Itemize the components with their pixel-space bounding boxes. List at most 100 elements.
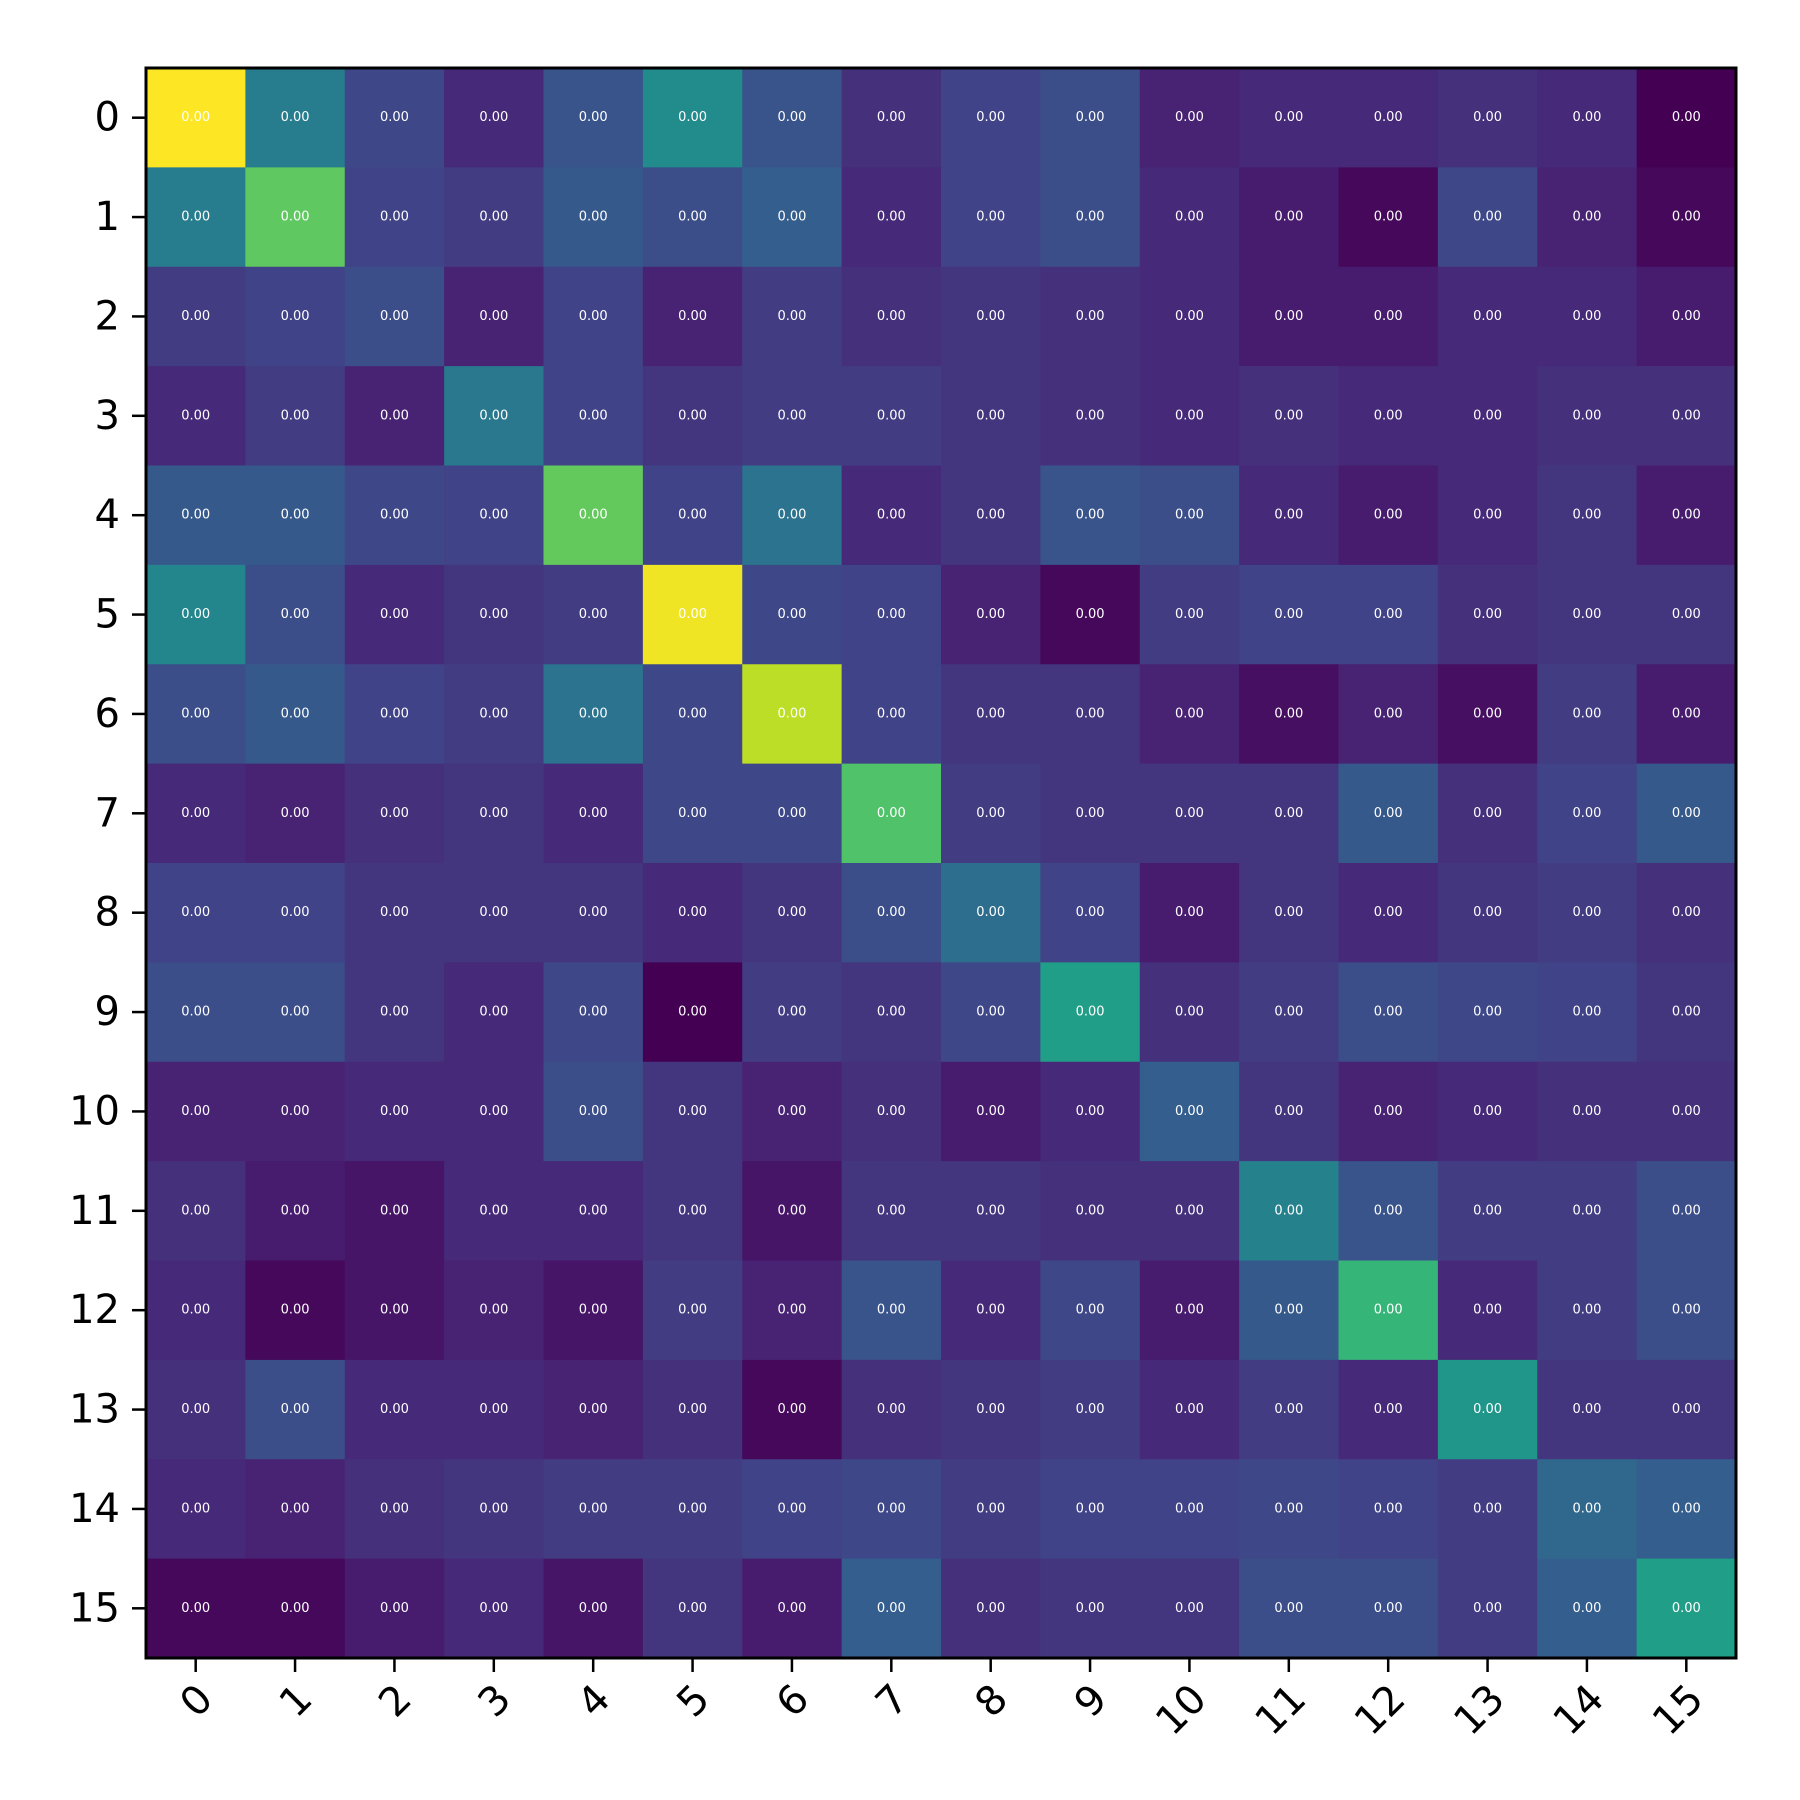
heatmap-cell-r5-c0 [146,564,246,665]
cell-value-label-r15-c13: 0.00 [1473,1601,1502,1616]
cell-value-label-r13-c8: 0.00 [976,1402,1005,1417]
cell-value-label-r0-c13: 0.00 [1473,110,1502,125]
cell-value-label-r2-c0: 0.00 [181,309,210,324]
cell-value-label-r6-c15: 0.00 [1672,706,1701,721]
heatmap-cell-r7-c13 [1437,763,1538,864]
cell-value-label-r12-c6: 0.00 [777,1303,806,1318]
heatmap-cell-r10-c5 [642,1061,743,1162]
cell-value-label-r9-c14: 0.00 [1572,1005,1601,1020]
heatmap-cell-r1-c5 [642,167,743,268]
cell-value-label-r0-c14: 0.00 [1572,110,1601,125]
cell-value-label-r6-c5: 0.00 [678,706,707,721]
x-tick-label-6: 6 [768,1676,819,1727]
heatmap-cell-r5-c14 [1537,564,1638,665]
heatmap-cell-r9-c2 [344,962,445,1063]
heatmap-cell-r10-c8 [941,1061,1041,1162]
x-tick-label-3: 3 [470,1676,521,1727]
heatmap-cell-r14-c12 [1338,1459,1439,1560]
cell-value-label-r13-c10: 0.00 [1175,1402,1204,1417]
cell-value-label-r3-c3: 0.00 [479,408,508,423]
cell-value-label-r1-c5: 0.00 [678,210,707,225]
heatmap-cell-r6-c0 [146,664,246,765]
heatmap-cell-r10-c12 [1338,1061,1439,1162]
heatmap-cell-r12-c5 [642,1260,743,1361]
plot-frame [144,66,1738,1660]
heatmap-cell-r5-c5 [642,564,743,665]
heatmap-cell-r6-c14 [1537,664,1638,765]
x-tick-label-14: 14 [1545,1676,1614,1745]
heatmap-cell-r14-c1 [245,1459,346,1560]
heatmap-cell-r6-c6 [742,664,843,765]
heatmap-cell-r3-c4 [543,366,644,466]
heatmap-cell-r1-c1 [245,167,346,268]
cell-value-label-r5-c13: 0.00 [1473,607,1502,622]
heatmap-cell-r6-c11 [1239,664,1339,765]
heatmap-cell-r3-c15 [1636,366,1737,466]
cell-value-label-r7-c2: 0.00 [380,806,409,821]
cell-value-label-r1-c0: 0.00 [181,210,210,225]
cell-value-label-r11-c3: 0.00 [479,1203,508,1218]
heatmap-cell-r2-c7 [841,266,942,367]
x-tick-label-7: 7 [867,1676,918,1727]
y-tick-label-13: 13 [69,1387,120,1433]
cell-value-label-r7-c0: 0.00 [181,806,210,821]
cell-value-label-r1-c15: 0.00 [1672,210,1701,225]
cell-value-label-r1-c4: 0.00 [579,210,608,225]
heatmap-cell-r11-c11 [1239,1161,1339,1261]
heatmap-cell-r14-c14 [1537,1459,1638,1560]
heatmap-cell-r0-c0 [146,68,246,168]
heatmap-cell-r9-c0 [146,962,246,1063]
cell-value-label-r1-c9: 0.00 [1076,210,1105,225]
cell-value-label-r13-c9: 0.00 [1076,1402,1105,1417]
heatmap-cell-r5-c2 [344,564,445,665]
heatmap-cell-r8-c8 [941,863,1041,963]
cell-value-label-r11-c11: 0.00 [1274,1203,1303,1218]
cell-value-label-r14-c12: 0.00 [1374,1501,1403,1516]
x-tick-label-15: 15 [1644,1676,1713,1745]
cell-value-label-r0-c15: 0.00 [1672,110,1701,125]
cell-value-label-r8-c15: 0.00 [1672,905,1701,920]
cell-value-label-r0-c12: 0.00 [1374,110,1403,125]
heatmap-cell-r2-c14 [1537,266,1638,367]
heatmap-cell-r6-c1 [245,664,346,765]
cell-value-label-r7-c1: 0.00 [281,806,310,821]
cell-value-label-r15-c9: 0.00 [1076,1601,1105,1616]
cell-value-label-r11-c7: 0.00 [877,1203,906,1218]
cell-value-label-r8-c9: 0.00 [1076,905,1105,920]
heatmap-cell-r13-c12 [1338,1359,1439,1460]
heatmap-cell-r11-c2 [344,1161,445,1261]
heatmap-cell-r14-c9 [1040,1459,1141,1560]
cell-value-label-r3-c12: 0.00 [1374,408,1403,423]
cell-value-label-r13-c6: 0.00 [777,1402,806,1417]
heatmap-cell-r14-c6 [742,1459,843,1560]
cell-value-label-r5-c12: 0.00 [1374,607,1403,622]
cell-value-label-r14-c15: 0.00 [1672,1501,1701,1516]
heatmap-cell-r15-c4 [543,1558,644,1659]
heatmap-cell-r0-c7 [841,68,942,168]
heatmap-cell-r12-c15 [1636,1260,1737,1361]
heatmap-cell-r8-c9 [1040,863,1141,963]
heatmap-cell-r12-c9 [1040,1260,1141,1361]
heatmap-cell-r2-c0 [146,266,246,367]
cell-value-label-r11-c4: 0.00 [579,1203,608,1218]
cell-value-label-r4-c14: 0.00 [1572,508,1601,523]
heatmap-cell-r1-c7 [841,167,942,268]
cell-value-label-r11-c13: 0.00 [1473,1203,1502,1218]
heatmap-cell-r2-c1 [245,266,346,367]
heatmap-cell-r3-c10 [1139,366,1240,466]
cell-value-label-r4-c4: 0.00 [579,508,608,523]
heatmap-cell-r5-c11 [1239,564,1339,665]
heatmap-cell-r15-c14 [1537,1558,1638,1659]
heatmap-cell-r0-c10 [1139,68,1240,168]
cell-value-label-r2-c14: 0.00 [1572,309,1601,324]
cell-value-label-r13-c3: 0.00 [479,1402,508,1417]
heatmap-cell-r1-c2 [344,167,445,268]
cell-value-label-r10-c14: 0.00 [1572,1104,1601,1119]
cell-value-label-r13-c7: 0.00 [877,1402,906,1417]
heatmap-cell-r2-c5 [642,266,743,367]
heatmap-cell-r6-c10 [1139,664,1240,765]
heatmap-cell-r2-c11 [1239,266,1339,367]
cell-value-label-r14-c8: 0.00 [976,1501,1005,1516]
cell-value-label-r6-c1: 0.00 [281,706,310,721]
heatmap-cell-r8-c3 [444,863,544,963]
